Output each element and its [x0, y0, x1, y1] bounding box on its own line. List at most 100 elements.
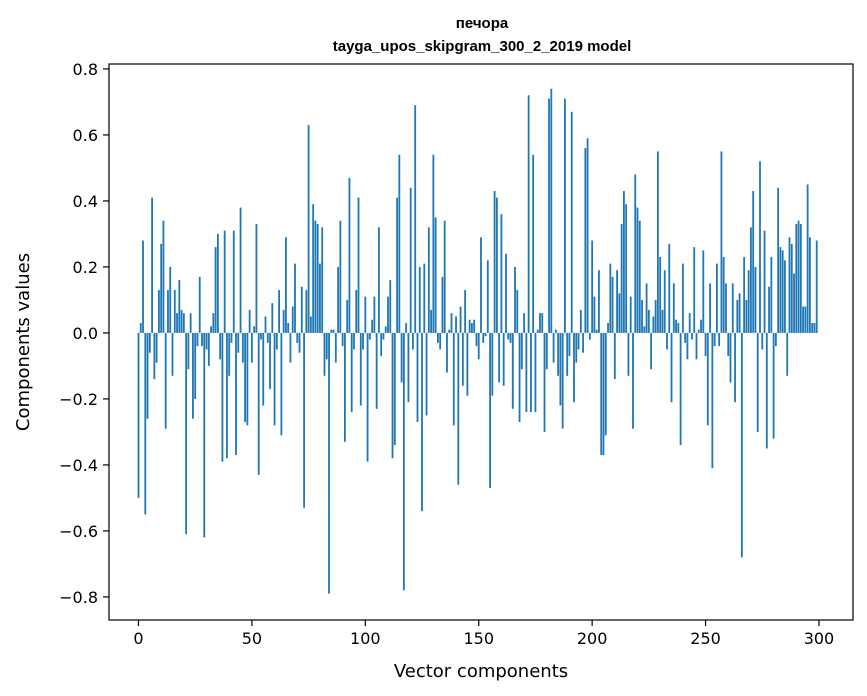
bar-8 — [155, 332, 158, 363]
y-tick-label: −0.6 — [59, 522, 98, 541]
bar-4 — [146, 332, 149, 419]
bar-232 — [663, 270, 666, 333]
bar-88 — [337, 266, 339, 333]
bar-19 — [180, 309, 183, 333]
bar-214 — [623, 191, 625, 333]
bar-280 — [772, 332, 775, 439]
bar-73 — [303, 332, 305, 508]
bar-274 — [759, 161, 761, 333]
bar-84 — [328, 332, 330, 594]
bar-188 — [564, 98, 566, 333]
bar-93 — [348, 177, 351, 333]
bar-163 — [507, 332, 510, 340]
bar-142 — [459, 306, 462, 333]
bar-210 — [613, 332, 616, 380]
bar-193 — [575, 332, 578, 363]
bar-91 — [344, 332, 346, 442]
bar-108 — [382, 332, 385, 340]
bar-155 — [489, 332, 491, 489]
y-tick-label: 0.0 — [73, 324, 98, 343]
bar-32 — [210, 326, 212, 333]
bar-114 — [396, 197, 398, 333]
bar-118 — [405, 323, 408, 333]
bar-136 — [446, 332, 448, 373]
bar-63 — [280, 332, 283, 436]
bar-203 — [598, 270, 600, 333]
bar-202 — [595, 329, 598, 333]
chart-title: печора — [456, 15, 509, 32]
bar-81 — [321, 227, 324, 333]
bar-252 — [709, 283, 711, 333]
bar-251 — [706, 332, 709, 426]
bar-133 — [439, 332, 442, 350]
bar-295 — [806, 184, 809, 333]
bar-117 — [402, 332, 405, 591]
bar-42 — [232, 230, 235, 333]
bar-169 — [520, 332, 523, 370]
bar-270 — [750, 227, 752, 333]
bar-220 — [636, 207, 639, 333]
bar-25 — [194, 332, 197, 399]
bar-231 — [661, 309, 664, 333]
bar-255 — [716, 263, 718, 333]
bar-259 — [725, 283, 727, 333]
bar-246 — [695, 332, 698, 360]
bar-236 — [672, 283, 675, 333]
bar-266 — [740, 332, 743, 558]
bar-89 — [339, 220, 342, 333]
bar-235 — [670, 332, 673, 403]
bar-178 — [541, 313, 544, 333]
bar-234 — [668, 243, 671, 333]
bar-173 — [530, 332, 532, 413]
bar-218 — [632, 332, 634, 429]
bar-223 — [643, 326, 646, 333]
bar-10 — [160, 243, 163, 333]
bar-233 — [666, 332, 668, 350]
bar-121 — [412, 332, 414, 350]
bar-87 — [334, 332, 337, 363]
bar-253 — [711, 332, 714, 469]
bar-168 — [518, 332, 521, 423]
bar-261 — [729, 332, 732, 383]
bar-239 — [679, 332, 682, 446]
bar-20 — [182, 313, 185, 333]
bar-167 — [516, 290, 519, 333]
bar-23 — [189, 313, 192, 333]
x-tick-label: 50 — [242, 629, 262, 648]
bar-131 — [434, 217, 437, 333]
bar-249 — [702, 250, 705, 333]
bar-230 — [659, 257, 662, 333]
bar-71 — [298, 332, 301, 353]
bar-11 — [162, 220, 165, 333]
bar-33 — [212, 313, 215, 333]
bar-282 — [777, 187, 780, 333]
bar-268 — [745, 299, 748, 333]
bar-283 — [779, 247, 782, 333]
bar-289 — [793, 273, 795, 333]
bar-248 — [700, 319, 702, 333]
bar-241 — [684, 332, 687, 343]
bar-27 — [198, 276, 201, 333]
bar-208 — [609, 263, 612, 333]
bar-2 — [142, 240, 144, 333]
bar-113 — [393, 332, 396, 446]
bar-78 — [314, 220, 317, 333]
bar-128 — [427, 227, 430, 333]
bar-166 — [514, 266, 516, 333]
bar-222 — [641, 299, 643, 333]
bar-161 — [502, 332, 505, 386]
y-tick-label: 0.4 — [73, 192, 98, 211]
bar-204 — [600, 332, 603, 456]
bar-288 — [790, 243, 793, 333]
y-tick-label: 0.8 — [73, 60, 98, 79]
bar-106 — [378, 227, 380, 333]
bar-229 — [657, 151, 659, 333]
y-axis: −0.8 −0.6 −0.4 −0.2 0.0 0.2 0.4 0.6 0.8 — [59, 60, 109, 607]
bar-165 — [511, 332, 514, 409]
bar-271 — [752, 191, 755, 333]
bar-145 — [466, 332, 469, 396]
bar-95 — [353, 332, 355, 350]
bar-224 — [645, 283, 648, 333]
bar-74 — [305, 290, 308, 333]
bar-40 — [228, 332, 231, 376]
